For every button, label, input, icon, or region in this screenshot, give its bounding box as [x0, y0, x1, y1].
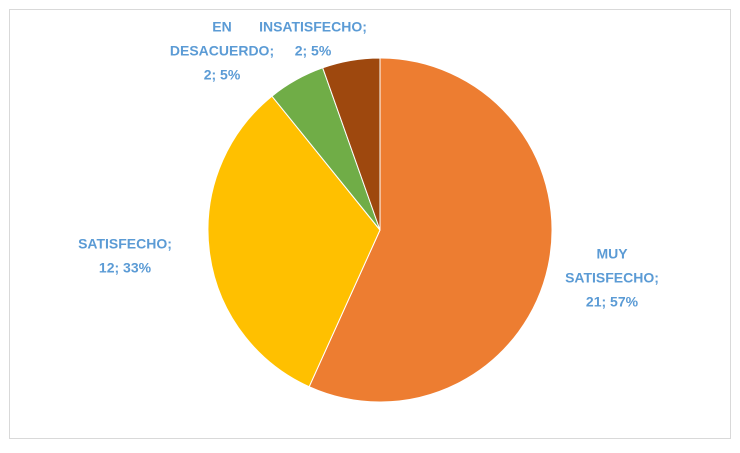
- pie-slice: [322, 57, 381, 231]
- data-label: 2; 5%: [295, 43, 332, 59]
- data-label: MUY: [596, 246, 628, 262]
- data-label: SATISFECHO;: [565, 270, 659, 286]
- data-label: SATISFECHO;: [78, 236, 172, 252]
- data-label: EN: [212, 19, 231, 35]
- data-label: DESACUERDO;: [170, 43, 274, 59]
- data-label: INSATISFECHO;: [259, 19, 367, 35]
- data-label: 21; 57%: [586, 294, 639, 310]
- pie-slice: [207, 95, 381, 388]
- pie-slice: [308, 57, 553, 403]
- data-label: 12; 33%: [99, 260, 152, 276]
- data-label: 2; 5%: [204, 67, 241, 83]
